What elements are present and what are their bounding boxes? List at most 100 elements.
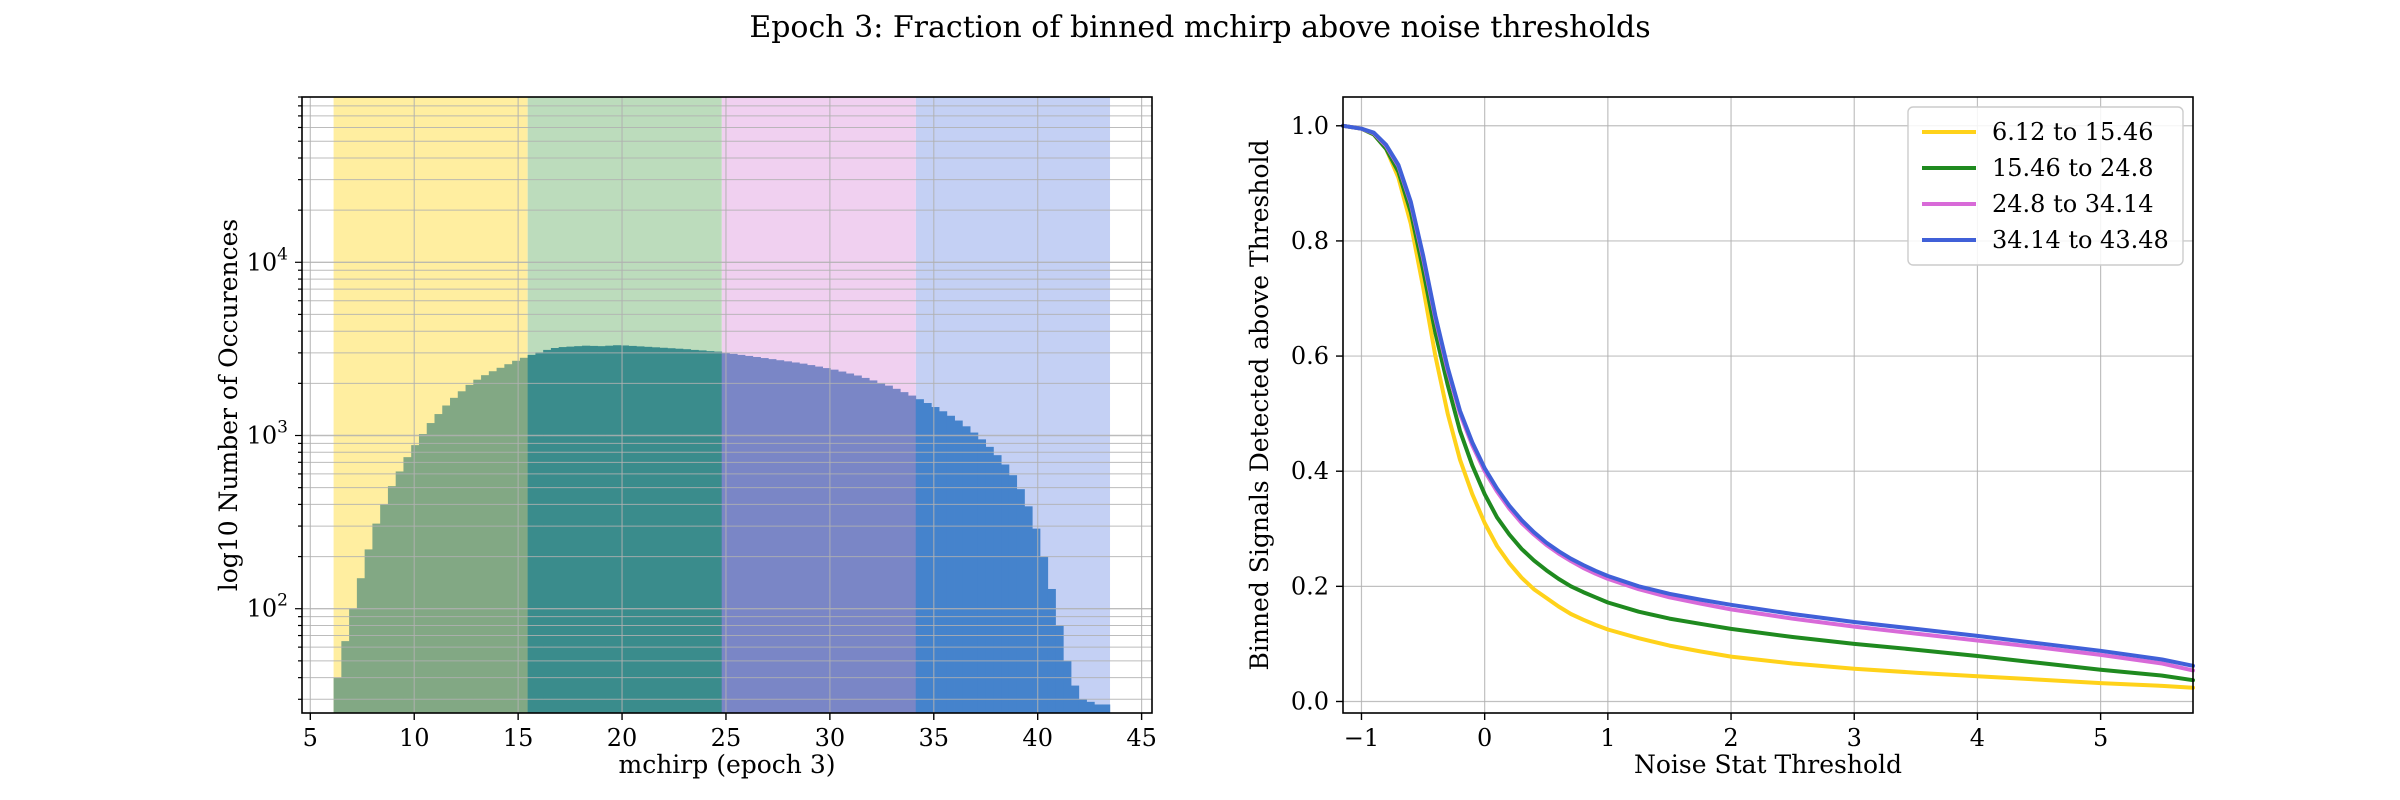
histogram-bar <box>822 368 831 713</box>
histogram-bar <box>527 354 536 713</box>
histogram-bar <box>923 403 932 713</box>
histogram-bar <box>651 347 661 713</box>
histogram-grid <box>302 96 1152 713</box>
histogram-bar <box>1016 489 1025 713</box>
histogram-bar <box>341 641 350 713</box>
histogram-bar <box>636 346 645 713</box>
histogram-bar <box>465 384 474 713</box>
histogram-bar <box>682 349 692 713</box>
curves-x-axis-label: Noise Stat Threshold <box>1634 750 1902 779</box>
histogram-bar <box>395 471 404 713</box>
histogram-panel: 5 10 15 20 25 30 35 40 45 102 103 104 <box>247 96 1157 752</box>
histogram-bar <box>620 345 629 713</box>
histogram-bar <box>939 411 948 713</box>
legend-label: 6.12 to 15.46 <box>1992 118 2154 146</box>
histogram-bar <box>1032 528 1041 713</box>
histogram-x-tick-label: 10 <box>399 724 430 752</box>
curves-y-axis-label: Binned Signals Detected above Threshold <box>1245 139 1274 670</box>
legend-label: 15.46 to 24.8 <box>1992 154 2154 182</box>
histogram-bar <box>729 353 738 713</box>
histogram-bar <box>418 434 428 713</box>
histogram-bar <box>403 457 412 713</box>
histogram-bar <box>581 345 591 713</box>
histogram-x-tick-label: 45 <box>1126 724 1157 752</box>
curve-series-1 <box>1341 123 2195 690</box>
histogram-bar <box>333 677 342 713</box>
histogram-bar <box>450 397 459 713</box>
histogram-bar <box>1039 556 1049 713</box>
histogram-bar <box>372 523 381 713</box>
histogram-bar <box>799 363 808 713</box>
histogram-x-tick-label: 5 <box>303 724 318 752</box>
histogram-bar <box>496 367 505 713</box>
histogram-bar <box>597 346 606 713</box>
curves-y-tick-label: 0.8 <box>1291 227 1329 255</box>
histogram-bar <box>907 395 917 713</box>
histogram-x-tick-label: 40 <box>1022 724 1053 752</box>
histogram-x-tick-label: 35 <box>919 724 950 752</box>
histogram-bar <box>1008 475 1018 713</box>
curves-y-tick-label: 0.0 <box>1291 687 1329 715</box>
histogram-bar <box>861 377 870 713</box>
legend-label: 24.8 to 34.14 <box>1992 190 2154 218</box>
histogram-bar <box>1001 464 1010 713</box>
curves-x-tick-label: 3 <box>1847 724 1862 752</box>
histogram-bar <box>1063 660 1072 713</box>
histogram-bar <box>931 407 940 713</box>
histogram-bar <box>698 350 707 713</box>
curves-x-tick-label: −1 <box>1344 724 1379 752</box>
histogram-bar <box>411 445 420 713</box>
curves-x-tick-label: 5 <box>2093 724 2108 752</box>
histogram-bar <box>838 371 847 713</box>
histogram-bar <box>356 578 366 713</box>
curve-series-4 <box>1341 123 2195 668</box>
histogram-x-tick-label: 20 <box>607 724 638 752</box>
histogram-bar <box>543 349 552 713</box>
histogram-bar <box>760 358 769 713</box>
curves-y-tick-label: 0.4 <box>1291 457 1329 485</box>
histogram-bar <box>706 351 715 713</box>
histogram-bar <box>946 415 955 713</box>
histogram-bar <box>768 359 777 713</box>
curves-x-tick-label: 0 <box>1477 724 1492 752</box>
histogram-bar <box>830 369 839 713</box>
histogram-bar <box>876 382 886 713</box>
histogram-bar <box>884 385 893 713</box>
histogram-bar <box>387 486 397 713</box>
legend-label: 34.14 to 43.48 <box>1992 226 2169 254</box>
histogram-bar <box>364 549 373 713</box>
histogram-bar <box>628 345 637 713</box>
histogram-bar <box>814 366 824 713</box>
histogram-bar <box>892 388 901 713</box>
histogram-bar <box>675 348 684 713</box>
histogram-bar <box>954 420 963 713</box>
histogram-bar <box>504 364 513 713</box>
histogram-y-axis-label: log10 Number of Occurences <box>214 219 243 592</box>
histogram-bar <box>488 371 497 713</box>
histogram-bar <box>1047 588 1056 713</box>
histogram-bar <box>744 355 754 713</box>
histogram-bar <box>853 375 862 713</box>
curve-series-2 <box>1341 123 2195 683</box>
histogram-bar <box>690 349 699 713</box>
histogram-bar <box>605 345 614 713</box>
curves-axes-frame <box>1342 96 2194 714</box>
histogram-y-tick-label: 104 <box>247 244 288 276</box>
legend-box <box>1907 106 2184 266</box>
curves-y-tick-label: 0.2 <box>1291 572 1329 600</box>
curves-legend: 6.12 to 15.46 15.46 to 24.8 24.8 to 34.14 3… <box>1907 106 2184 266</box>
histogram-bar <box>900 392 909 713</box>
histogram-bar <box>519 357 529 713</box>
histogram-y-tick-label: 103 <box>247 418 288 450</box>
histogram-bar <box>558 347 567 713</box>
histogram-x-axis-label: mchirp (epoch 3) <box>618 750 835 779</box>
histogram-bar <box>566 346 575 713</box>
curves-x-tick-label: 1 <box>1600 724 1615 752</box>
curves-y-tick-label: 0.6 <box>1291 342 1329 370</box>
histogram-bar <box>512 360 521 713</box>
histogram-x-tick-label: 15 <box>503 724 534 752</box>
histogram-bar <box>659 347 668 713</box>
histogram-bar <box>550 348 560 713</box>
histogram-bar <box>783 361 792 713</box>
